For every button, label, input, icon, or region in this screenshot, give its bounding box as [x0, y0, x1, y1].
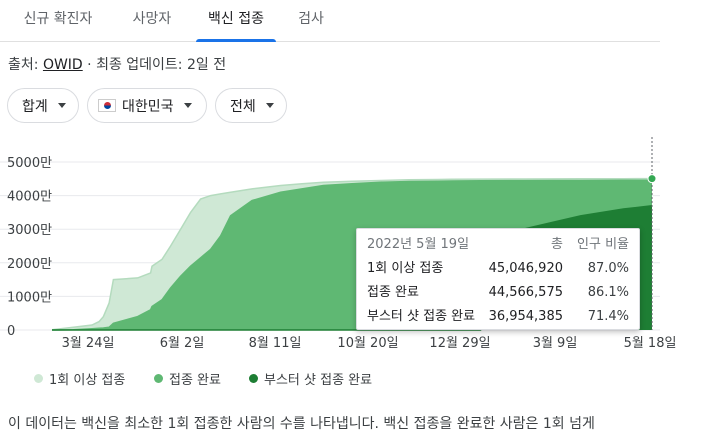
y-tick-label: 0 [7, 324, 15, 339]
legend-item-booster[interactable]: 부스터 샷 접종 완료 [249, 369, 372, 388]
tooltip-row-total: 45,046,920 [488, 261, 563, 276]
tooltip-row: 1회 이상 접종 45,046,920 87.0% [367, 258, 629, 280]
tooltip-row-label: 부스터 샷 접종 완료 [367, 309, 476, 324]
tooltip-row-pct: 86.1% [587, 285, 629, 300]
tooltip-row-total: 44,566,575 [488, 285, 563, 300]
tooltip-col-pct: 인구 비율 [577, 237, 629, 252]
tooltip-row-label: 1회 이상 접종 [367, 261, 444, 276]
y-tick-label: 1000만 [7, 290, 52, 305]
chevron-down-icon [57, 103, 66, 108]
tooltip-row-total: 36,954,385 [488, 309, 563, 324]
series-line [51, 177, 653, 331]
y-tick-label: 2000만 [7, 257, 52, 272]
update-info: · 최종 업데이트: 2일 전 [82, 57, 227, 73]
x-tick-label: 8월 11일 [249, 336, 302, 351]
source-prefix: 출처: [8, 57, 43, 73]
country-value: 대한민국 [122, 98, 174, 115]
measure-value: 합계 [22, 98, 48, 115]
x-tick-label: 3월 24일 [62, 336, 115, 351]
legend-swatch [249, 374, 258, 383]
y-tick-label: 5000만 [7, 156, 52, 171]
active-tab-indicator [196, 39, 276, 42]
source-line: 출처: OWID · 최종 업데이트: 2일 전 [8, 54, 226, 74]
measure-dropdown[interactable]: 합계 [7, 88, 79, 123]
tooltip-col-total: 총 [551, 237, 563, 252]
tab-label: 검사 [298, 11, 324, 27]
korea-flag-icon [98, 99, 116, 112]
chevron-down-icon [265, 103, 274, 108]
x-tick-label: 10월 20일 [337, 336, 398, 351]
legend-label: 접종 완료 [169, 373, 221, 388]
x-tick-label: 12월 29일 [429, 336, 490, 351]
legend-item-first-dose[interactable]: 1회 이상 접종 [34, 369, 125, 388]
country-dropdown[interactable]: 대한민국 [87, 88, 207, 123]
tooltip-row: 접종 완료 44,566,575 86.1% [367, 282, 629, 304]
tab-label: 백신 접종 [208, 11, 264, 27]
x-tick-label: 3월 9일 [533, 336, 578, 351]
tab-deaths[interactable]: 사망자 [116, 0, 188, 41]
tooltip-row-pct: 87.0% [587, 261, 629, 276]
series-line [52, 205, 653, 331]
tooltip-date: 2022년 5월 19일 [367, 237, 470, 252]
legend-label: 부스터 샷 접종 완료 [264, 373, 373, 388]
series-line [51, 179, 652, 331]
tooltip-row-pct: 71.4% [587, 309, 629, 324]
legend-swatch [34, 374, 43, 383]
chart-tooltip: 2022년 5월 19일 총 인구 비율 1회 이상 접종 45,046,920… [356, 228, 640, 330]
source-link[interactable]: OWID [42, 57, 83, 73]
tab-testing[interactable]: 검사 [288, 0, 334, 41]
tab-vaccination[interactable]: 백신 접종 [196, 0, 276, 42]
range-value: 전체 [230, 98, 256, 115]
tab-bar: 신규 확진자 사망자 백신 접종 검사 [0, 0, 660, 42]
hover-point [647, 174, 657, 184]
x-tick-label: 5월 18일 [624, 336, 677, 351]
tab-label: 사망자 [132, 11, 172, 27]
tooltip-row-label: 접종 완료 [367, 285, 419, 300]
legend-swatch [154, 374, 163, 383]
chevron-down-icon [183, 103, 192, 108]
legend-item-fully-vaccinated[interactable]: 접종 완료 [154, 369, 221, 388]
tab-new-cases[interactable]: 신규 확진자 [10, 0, 106, 41]
tab-label: 신규 확진자 [23, 11, 93, 27]
x-tick-label: 6월 2일 [160, 336, 205, 351]
legend-label: 1회 이상 접종 [49, 373, 126, 388]
y-tick-label: 4000만 [7, 190, 52, 205]
y-tick-label: 3000만 [7, 223, 52, 238]
range-dropdown[interactable]: 전체 [215, 88, 287, 123]
tooltip-row: 부스터 샷 접종 완료 36,954,385 71.4% [367, 306, 629, 328]
chart-description: 이 데이터는 백신을 최소한 1회 접종한 사람의 수를 나타냅니다. 백신 접… [8, 416, 595, 432]
tooltip-header: 2022년 5월 19일 총 인구 비율 [367, 234, 629, 256]
